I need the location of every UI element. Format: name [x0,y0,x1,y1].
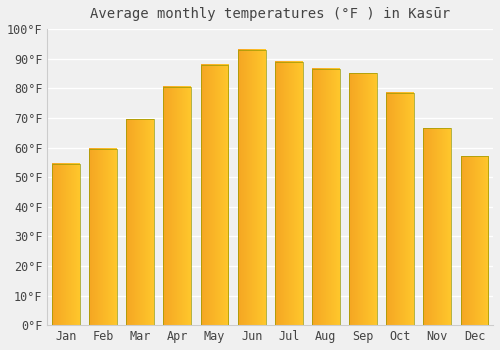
Title: Average monthly temperatures (°F ) in Kasūr: Average monthly temperatures (°F ) in Ka… [90,7,451,21]
Bar [89,149,117,325]
Bar [312,69,340,325]
Bar [275,62,302,325]
Bar [386,93,414,325]
Bar [349,74,377,325]
Bar [126,119,154,325]
Bar [200,65,228,325]
Bar [460,156,488,325]
Bar [238,50,266,325]
Bar [164,87,192,325]
Bar [52,164,80,325]
Bar [424,128,452,325]
